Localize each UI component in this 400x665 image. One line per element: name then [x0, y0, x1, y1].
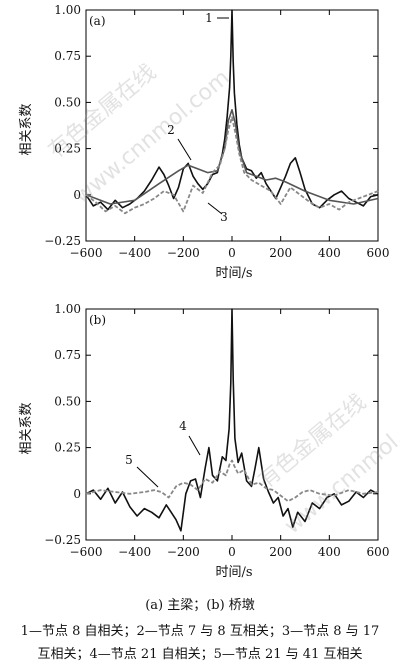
y-tick-label: 0.50 — [54, 95, 81, 109]
panel-b: −600 −400 −200 0 200 400 600 −0.25 0 0.25 0.50 0.75… — [19, 302, 389, 580]
figure-caption: (a) 主梁；(b) 桥墩 — [145, 598, 255, 613]
x-tick-label: −400 — [118, 246, 151, 260]
series-annotation-label: 5 — [125, 453, 133, 467]
series-annotation-label: 2 — [167, 123, 175, 137]
x-tick-label: −200 — [167, 246, 200, 260]
series-line-5 — [85, 459, 379, 503]
panel-label: (a) — [89, 14, 106, 28]
series-line-3 — [85, 116, 379, 215]
annotation-leader — [188, 435, 201, 456]
y-axis-label: 相关系数 — [19, 103, 34, 155]
series-line-4 — [85, 308, 379, 532]
y-tick-label: −0.25 — [44, 234, 81, 248]
y-tick-label: 0.50 — [54, 394, 81, 408]
panel-label: (b) — [89, 313, 106, 327]
annotation-leader — [136, 466, 159, 488]
y-tick-label: −0.25 — [44, 533, 81, 547]
x-tick-label: 0 — [228, 246, 236, 260]
y-tick-label: 0.25 — [54, 441, 81, 455]
y-tick-label: 0 — [73, 487, 81, 501]
x-tick-label: 200 — [269, 545, 292, 559]
y-tick-label: 1.00 — [54, 302, 81, 316]
x-axis-label: 时间/s — [215, 266, 252, 281]
panel-a: −600 −400 −200 0 200 400 600 −0.25 0 0.25 0.50 0.75… — [19, 3, 389, 281]
annotation-leader — [177, 138, 192, 161]
x-tick-label: 600 — [367, 545, 390, 559]
x-tick-label: 400 — [318, 545, 341, 559]
legend-caption-line-2: 互相关；4—节点 21 自相关；5—节点 21 与 41 互相关 — [37, 647, 363, 662]
series-annotation-label: 4 — [179, 419, 187, 433]
x-tick-label: 400 — [318, 246, 341, 260]
x-tick-label: 200 — [269, 246, 292, 260]
series-annotation-label: 1 — [205, 11, 213, 25]
x-tick-label: 600 — [367, 246, 390, 260]
figure-chart-area: −600 −400 −200 0 200 400 600−0.2500.250.500.75… — [19, 3, 389, 580]
series-line-1 — [85, 9, 379, 211]
x-axis-label: 时间/s — [215, 565, 252, 580]
annotation-leader — [207, 202, 223, 215]
x-tick-label: −200 — [167, 545, 200, 559]
y-tick-label: 0.25 — [54, 142, 81, 156]
y-tick-label: 0.75 — [54, 49, 81, 63]
x-tick-label: −400 — [118, 545, 151, 559]
x-tick-label: −600 — [70, 246, 103, 260]
series-line-2 — [85, 109, 379, 205]
x-tick-label: −600 — [70, 545, 103, 559]
y-tick-label: 1.00 — [54, 3, 81, 17]
series-annotation-label: 3 — [220, 210, 228, 224]
y-tick-label: 0.75 — [54, 348, 81, 362]
legend-caption-line-1: 1—节点 8 自相关；2—节点 7 与 8 互相关；3—节点 8 与 17 — [20, 624, 380, 639]
x-tick-label: 0 — [228, 545, 236, 559]
y-axis-label: 相关系数 — [19, 402, 34, 454]
y-tick-label: 0 — [73, 188, 81, 202]
